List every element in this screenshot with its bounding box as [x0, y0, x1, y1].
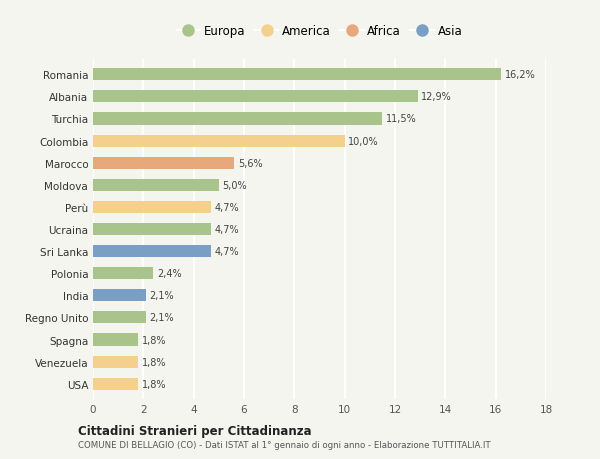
Text: 4,7%: 4,7% [215, 202, 239, 213]
Bar [93, 157, 234, 169]
Text: 10,0%: 10,0% [349, 136, 379, 146]
Bar [93, 334, 139, 346]
Legend: Europa, America, Africa, Asia: Europa, America, Africa, Asia [176, 25, 463, 38]
Text: 1,8%: 1,8% [142, 335, 167, 345]
Text: 2,1%: 2,1% [149, 291, 174, 301]
Bar [93, 312, 146, 324]
Bar [93, 268, 154, 280]
Text: 4,7%: 4,7% [215, 224, 239, 235]
Text: COMUNE DI BELLAGIO (CO) - Dati ISTAT al 1° gennaio di ogni anno - Elaborazione T: COMUNE DI BELLAGIO (CO) - Dati ISTAT al … [78, 441, 491, 449]
Bar [93, 91, 418, 103]
Bar [93, 246, 211, 257]
Bar [93, 202, 211, 213]
Bar [93, 356, 139, 368]
Bar [93, 179, 219, 191]
Text: 2,1%: 2,1% [149, 313, 174, 323]
Text: 1,8%: 1,8% [142, 379, 167, 389]
Text: 16,2%: 16,2% [505, 70, 535, 80]
Text: 4,7%: 4,7% [215, 246, 239, 257]
Text: 1,8%: 1,8% [142, 357, 167, 367]
Text: Cittadini Stranieri per Cittadinanza: Cittadini Stranieri per Cittadinanza [78, 424, 311, 437]
Text: 5,0%: 5,0% [223, 180, 247, 190]
Text: 11,5%: 11,5% [386, 114, 417, 124]
Text: 12,9%: 12,9% [421, 92, 452, 102]
Bar [93, 378, 139, 390]
Text: 5,6%: 5,6% [238, 158, 262, 168]
Bar [93, 290, 146, 302]
Bar [93, 113, 382, 125]
Bar [93, 224, 211, 235]
Bar [93, 135, 344, 147]
Text: 2,4%: 2,4% [157, 269, 182, 279]
Bar [93, 69, 500, 81]
